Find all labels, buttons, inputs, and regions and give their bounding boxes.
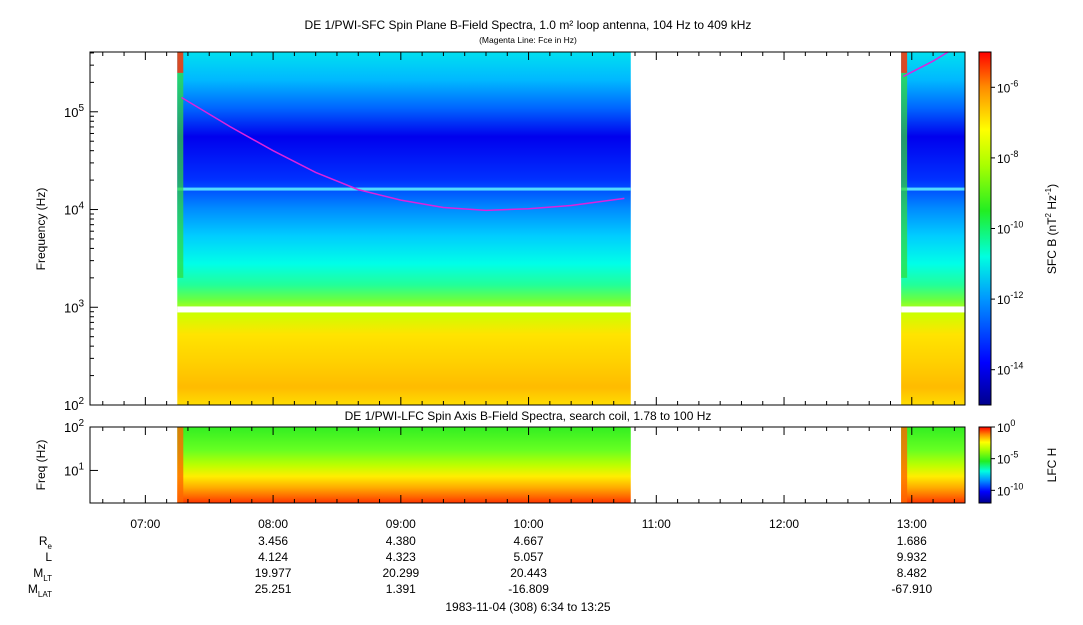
ephemeris-row-label-1: L <box>45 550 52 564</box>
sfc-band-gap-1 <box>901 306 965 313</box>
ephemeris-value: 4.380 <box>386 534 416 548</box>
ephemeris-row-label-2: MLT <box>33 566 52 583</box>
sfc-colorbar-tick-label-2: 10-10 <box>997 220 1023 237</box>
time-tick-label-5: 12:00 <box>769 517 799 531</box>
lfc-colorbar-label: LFC H <box>1045 448 1059 483</box>
lfc-edge-0 <box>177 427 184 503</box>
sfc-subtitle: (Magenta Line: Fce in Hz) <box>479 35 577 45</box>
sfc-plot-frame <box>89 51 966 406</box>
time-tick-label-4: 11:00 <box>642 517 671 531</box>
time-tick-label-2: 09:00 <box>386 517 416 531</box>
sfc-colorbar-tick-label-4: 10-14 <box>997 361 1023 378</box>
sfc-colorbar-label: SFC B (nT2 Hz-1) <box>1044 184 1059 274</box>
sfc-edge-0 <box>177 72 184 278</box>
sfc-colorbar-label-sup1: 2 <box>1044 212 1053 217</box>
ephemeris-value: 1.686 <box>897 534 927 548</box>
sfc-stripe-0 <box>177 187 631 191</box>
ephemeris-value: 4.124 <box>258 550 288 564</box>
ephemeris-row-label-0: Re <box>39 534 53 551</box>
lfc-colorbar-tick-label-2: 10-10 <box>997 481 1023 498</box>
lfc-title: DE 1/PWI-LFC Spin Axis B-Field Spectra, … <box>345 409 712 423</box>
ephemeris-value: -67.910 <box>891 582 932 596</box>
sfc-y-tick-label-2: 104 <box>64 201 84 218</box>
ephemeris-value: 19.977 <box>255 566 292 580</box>
time-tick-label-1: 08:00 <box>258 517 288 531</box>
ephemeris-value: 4.323 <box>386 550 416 564</box>
lfc-y-tick-label-1: 102 <box>64 418 84 435</box>
sfc-edge-1 <box>901 72 908 278</box>
sfc-y-tick-label-0: 102 <box>64 396 84 413</box>
sfc-spectrum-block-0 <box>177 52 631 405</box>
ephemeris-value: 20.299 <box>382 566 419 580</box>
ephemeris-value: -16.809 <box>508 582 549 596</box>
lfc-y-axis-label: Freq (Hz) <box>34 440 48 491</box>
ephemeris-value: 8.482 <box>897 566 927 580</box>
lfc-spectrogram-panel: 101 102 100 10-5 10-10 <box>64 418 1023 504</box>
sfc-colorbar-tick-label-1: 10-8 <box>997 149 1018 166</box>
lfc-plot-frame <box>89 426 966 504</box>
sfc-colorbar <box>978 51 992 406</box>
sfc-band-gap-0 <box>177 306 631 313</box>
sfc-colorbar-tick-label-3: 10-12 <box>997 290 1023 307</box>
ephemeris-value: 4.667 <box>514 534 544 548</box>
time-tick-label-6: 13:00 <box>897 517 927 531</box>
lfc-y-tick-label-0: 101 <box>64 461 84 478</box>
sfc-colorbar-label-mid: Hz <box>1045 195 1059 213</box>
time-tick-label-3: 10:00 <box>514 517 544 531</box>
lfc-edge-1 <box>901 427 908 503</box>
lfc-colorbar-tick-label-1: 10-5 <box>997 450 1018 467</box>
ephemeris-value: 5.057 <box>514 550 544 564</box>
lfc-colorbar-tick-label-0: 100 <box>997 418 1015 435</box>
ephemeris-row-label-3: MLAT <box>28 582 52 599</box>
lfc-colorbar <box>978 426 992 504</box>
sfc-edge-hot-1 <box>901 52 908 73</box>
sfc-spectrum-block-1 <box>901 52 965 405</box>
sfc-y-tick-label-3: 105 <box>64 103 84 120</box>
sfc-colorbar-label-main: SFC B (nT <box>1045 217 1059 274</box>
sfc-colorbar-label-end: ) <box>1045 184 1059 188</box>
ephemeris-value: 20.443 <box>510 566 547 580</box>
sfc-spectrogram-panel: 102 103 104 105 10-6 10-8 10-10 10-12 10-14 <box>64 51 1023 413</box>
sfc-colorbar-tick-label-0: 10-6 <box>997 78 1018 95</box>
sfc-title: DE 1/PWI-SFC Spin Plane B-Field Spectra,… <box>305 18 752 32</box>
time-axis: 07:00 08:00 09:00 10:00 11:00 12:00 13:00 <box>102 52 955 531</box>
sfc-edge-hot-0 <box>177 52 184 73</box>
lfc-spectrum-block-0 <box>177 427 631 503</box>
ephemeris-table: Re 3.456 4.380 4.667 1.686 L 4.124 4.323 5.057 9.… <box>28 534 933 599</box>
fce-line-segment-0 <box>181 96 625 212</box>
footer-date-range: 1983-11-04 (308) 6:34 to 13:25 <box>445 600 611 614</box>
ephemeris-value: 1.391 <box>386 582 416 596</box>
ephemeris-value: 25.251 <box>255 582 292 596</box>
time-tick-label-0: 07:00 <box>130 517 160 531</box>
ephemeris-value: 3.456 <box>258 534 288 548</box>
sfc-y-tick-label-1: 103 <box>64 298 84 315</box>
fce-line-segment-1 <box>902 51 949 78</box>
sfc-y-axis-label: Frequency (Hz) <box>34 188 48 271</box>
sfc-stripe-1 <box>901 187 965 191</box>
ephemeris-value: 9.932 <box>897 550 927 564</box>
lfc-spectrum-block-1 <box>901 427 965 503</box>
sfc-colorbar-label-sup2: -1 <box>1044 187 1053 195</box>
